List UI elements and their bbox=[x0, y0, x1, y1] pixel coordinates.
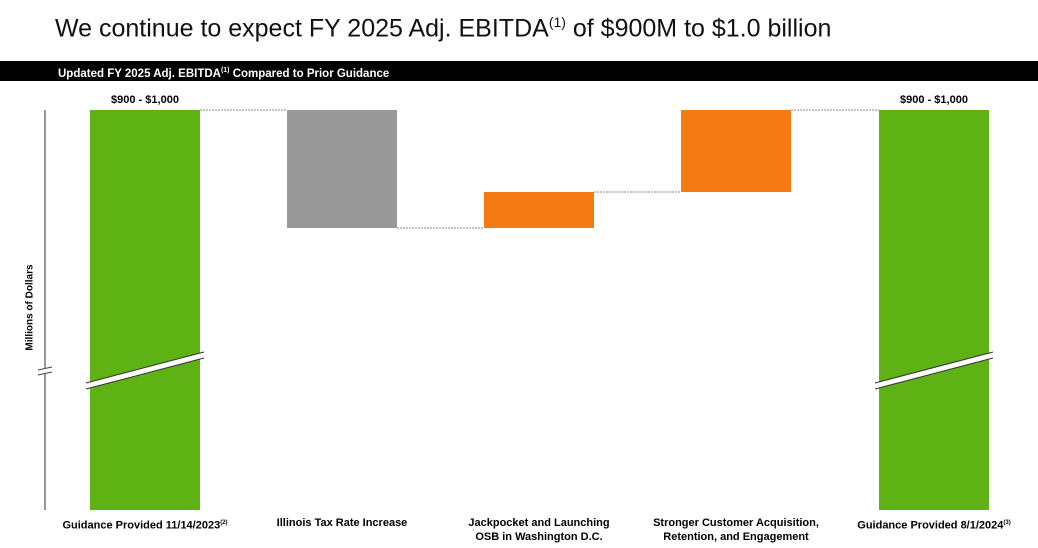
page-title: We continue to expect FY 2025 Adj. EBITD… bbox=[55, 14, 831, 43]
data-label: $900 - $1,000 bbox=[900, 94, 968, 106]
band-footnote: (1) bbox=[220, 67, 230, 74]
footnote: (2) bbox=[220, 520, 228, 526]
axis-break-band bbox=[86, 352, 204, 389]
axis-break-line bbox=[874, 351, 994, 384]
x-tick-label: Stronger Customer Acquisition, Retention,… bbox=[653, 517, 819, 543]
axis-break-line bbox=[85, 351, 205, 384]
axis-break-mark bbox=[37, 371, 53, 376]
axis-break-gap bbox=[38, 368, 52, 374]
bar-0 bbox=[90, 110, 200, 510]
bar-2 bbox=[484, 192, 594, 228]
footnote: (3) bbox=[1003, 520, 1011, 526]
band-text-rest: Compared to Prior Guidance bbox=[229, 67, 390, 80]
title-text: We continue to expect FY 2025 Adj. EBITD… bbox=[55, 14, 549, 43]
title-text-rest: of $900M to $1.0 billion bbox=[565, 14, 832, 43]
band-text: Updated FY 2025 Adj. EBITDA bbox=[58, 67, 221, 80]
data-label: $900 - $1,000 bbox=[111, 94, 179, 106]
axis-break-line bbox=[874, 357, 994, 390]
bar-1 bbox=[287, 110, 397, 228]
bar-3 bbox=[681, 110, 791, 192]
axis-break-mark bbox=[37, 366, 53, 371]
x-tick-label: Jackpocket and Launching OSB in Washingto… bbox=[468, 517, 610, 543]
bar-4 bbox=[879, 110, 989, 510]
axis-break-line bbox=[85, 357, 205, 390]
axis-break-band bbox=[875, 352, 993, 389]
x-tick-label: Guidance Provided 11/14/2023(2) bbox=[62, 519, 228, 532]
title-footnote: (1) bbox=[548, 14, 566, 30]
chart-header-band: Updated FY 2025 Adj. EBITDA(1) Compared … bbox=[0, 61, 1038, 81]
x-tick-label: Illinois Tax Rate Increase bbox=[276, 517, 408, 529]
x-tick-label: Guidance Provided 8/1/2024(3) bbox=[857, 519, 1011, 532]
